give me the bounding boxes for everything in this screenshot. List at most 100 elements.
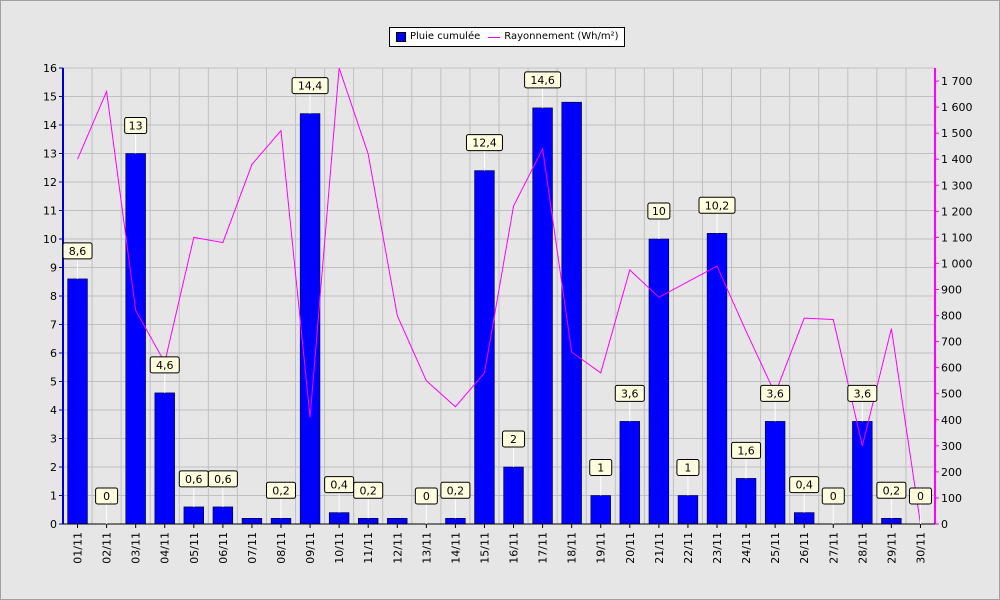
- data-label-21-11: 10: [647, 202, 671, 239]
- data-label-19-11: 1: [589, 459, 613, 496]
- data-label-13-11: 0: [414, 487, 438, 524]
- x-tick-label: 15/11: [478, 532, 491, 564]
- bar-19-11: [590, 495, 611, 525]
- left-tick-label: 6: [50, 347, 57, 360]
- bar-16-11: [503, 466, 524, 525]
- data-label-text: 0,4: [330, 479, 348, 492]
- data-label-text: 12,4: [472, 137, 497, 150]
- x-tick-label: 09/11: [304, 532, 317, 564]
- x-tick-label: 10/11: [333, 532, 346, 564]
- data-label-03-11: 13: [124, 117, 148, 154]
- data-label-box: [821, 487, 845, 505]
- left-tick-label: 11: [43, 205, 57, 218]
- data-label-text: 14,4: [298, 80, 323, 93]
- x-tick-label: 06/11: [217, 532, 230, 564]
- data-label-text: 10: [652, 205, 666, 218]
- data-label-text: 2: [510, 433, 517, 446]
- data-label-box: [698, 196, 736, 214]
- x-tick-label: 16/11: [508, 532, 521, 564]
- x-tick-label: 23/11: [711, 532, 724, 564]
- bar-20-11: [619, 421, 640, 525]
- bar-12-11: [387, 517, 408, 525]
- x-tick-label: 03/11: [130, 532, 143, 564]
- radiation-swatch-icon: [488, 36, 501, 38]
- bar-08-11: [270, 517, 292, 525]
- data-label-box: [524, 71, 562, 89]
- data-label-box: [789, 476, 820, 494]
- bar-05-11: [183, 506, 204, 525]
- x-tick-label: 11/11: [362, 532, 375, 564]
- left-tick-label: 15: [43, 91, 57, 104]
- right-tick-label: 700: [941, 336, 962, 349]
- right-tick-label: 0: [941, 518, 948, 531]
- legend-item-radiation: Rayonnement (Wh/m²): [488, 28, 618, 46]
- right-tick-label: 500: [941, 388, 962, 401]
- data-label-box: [465, 134, 503, 152]
- right-tick-label: 1 600: [941, 101, 973, 114]
- left-tick-label: 16: [43, 62, 57, 75]
- data-label-box: [207, 470, 238, 488]
- data-label-text: 8,6: [69, 245, 87, 258]
- bar-29-11: [881, 517, 902, 525]
- right-tick-label: 1 400: [941, 153, 973, 166]
- bar-04-11: [154, 392, 175, 525]
- data-label-text: 10,2: [705, 199, 730, 212]
- data-label-text: 0: [917, 490, 924, 503]
- data-label-text: 0,6: [185, 473, 203, 486]
- data-label-box: [62, 242, 93, 260]
- data-label-box: [414, 487, 438, 505]
- left-tick-label: 1: [50, 490, 57, 503]
- data-label-06-11: 0,6: [207, 470, 238, 507]
- data-label-17-11: 14,6: [524, 71, 562, 108]
- data-label-box: [647, 202, 671, 220]
- x-tick-label: 13/11: [420, 532, 433, 564]
- bar-10-11: [328, 512, 350, 525]
- rain-swatch-icon: [396, 32, 406, 42]
- data-label-text: 3,6: [766, 387, 784, 400]
- x-tick-label: 20/11: [624, 532, 637, 564]
- x-tick-label: 02/11: [101, 532, 114, 564]
- data-label-27-11: 0: [821, 487, 845, 524]
- bar-01-11: [67, 278, 88, 525]
- bar-22-11: [677, 495, 699, 525]
- x-tick-label: 22/11: [682, 532, 695, 564]
- right-tick-label: 200: [941, 466, 962, 479]
- x-tick-label: 01/11: [72, 532, 85, 564]
- right-tick-label: 300: [941, 440, 962, 453]
- data-label-01-11: 8,6: [62, 242, 93, 279]
- data-label-box: [291, 77, 329, 95]
- data-label-23-11: 10,2: [698, 196, 736, 234]
- legend-rain-label: Pluie cumulée: [410, 31, 481, 42]
- data-label-02-11: 0: [95, 487, 119, 524]
- right-tick-label: 100: [941, 492, 962, 505]
- bar-28-11: [852, 421, 873, 525]
- left-tick-label: 12: [43, 176, 57, 189]
- legend-item-rain: Pluie cumulée: [396, 28, 480, 46]
- x-tick-label: 19/11: [595, 532, 608, 564]
- data-label-text: 4,6: [156, 359, 174, 372]
- left-tick-label: 0: [50, 518, 57, 531]
- bar-25-11: [764, 421, 786, 525]
- data-label-text: 0,2: [272, 484, 290, 497]
- data-label-text: 1: [684, 462, 691, 475]
- left-tick-label: 3: [50, 433, 57, 446]
- data-label-text: 0: [103, 490, 110, 503]
- data-label-25-11: 3,6: [760, 384, 791, 422]
- data-label-box: [676, 459, 700, 476]
- bar-17-11: [532, 107, 553, 525]
- x-tick-label: 24/11: [740, 532, 753, 564]
- data-label-box: [124, 117, 148, 134]
- right-tick-label: 1 500: [941, 127, 973, 140]
- data-label-box: [847, 384, 878, 402]
- data-label-04-11: 4,6: [149, 356, 180, 393]
- bar-24-11: [735, 478, 757, 525]
- bar-07-11: [241, 517, 263, 525]
- data-label-14-11: 0,2: [440, 481, 471, 519]
- data-label-text: 0,2: [359, 484, 377, 497]
- data-label-05-11: 0,6: [178, 470, 209, 507]
- data-label-15-11: 12,4: [465, 134, 503, 171]
- right-tick-label: 800: [941, 310, 962, 323]
- x-tick-label: 04/11: [159, 532, 172, 564]
- right-tick-label: 1 000: [941, 257, 973, 270]
